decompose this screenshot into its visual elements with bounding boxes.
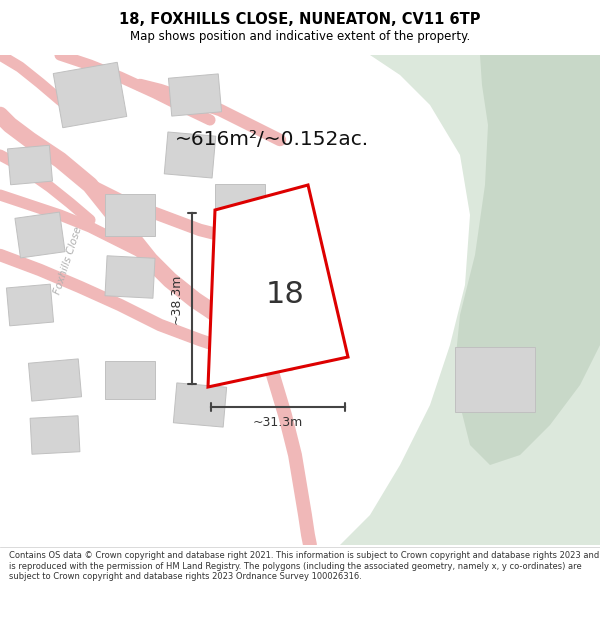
Text: Foxhills Close: Foxhills Close xyxy=(52,225,83,295)
Bar xyxy=(105,194,155,236)
Bar xyxy=(169,74,221,116)
Bar xyxy=(105,361,155,399)
Bar xyxy=(53,62,127,127)
Polygon shape xyxy=(208,185,348,387)
Bar xyxy=(455,348,535,413)
Text: Map shows position and indicative extent of the property.: Map shows position and indicative extent… xyxy=(130,30,470,43)
Text: ~38.3m: ~38.3m xyxy=(170,273,182,324)
Bar xyxy=(7,284,53,326)
Text: ~616m²/~0.152ac.: ~616m²/~0.152ac. xyxy=(175,131,369,149)
Bar xyxy=(173,383,227,427)
Bar xyxy=(216,255,264,295)
Bar xyxy=(15,212,65,258)
Bar xyxy=(164,132,216,178)
Bar xyxy=(28,359,82,401)
Bar xyxy=(8,145,52,185)
Text: 18, FOXHILLS CLOSE, NUNEATON, CV11 6TP: 18, FOXHILLS CLOSE, NUNEATON, CV11 6TP xyxy=(119,12,481,27)
Bar xyxy=(215,184,265,226)
Bar xyxy=(105,256,155,298)
Text: ~31.3m: ~31.3m xyxy=(253,416,303,429)
Text: Contains OS data © Crown copyright and database right 2021. This information is : Contains OS data © Crown copyright and d… xyxy=(9,551,599,581)
Text: 18: 18 xyxy=(265,280,304,309)
Polygon shape xyxy=(310,55,600,545)
Bar xyxy=(30,416,80,454)
Polygon shape xyxy=(455,55,600,465)
